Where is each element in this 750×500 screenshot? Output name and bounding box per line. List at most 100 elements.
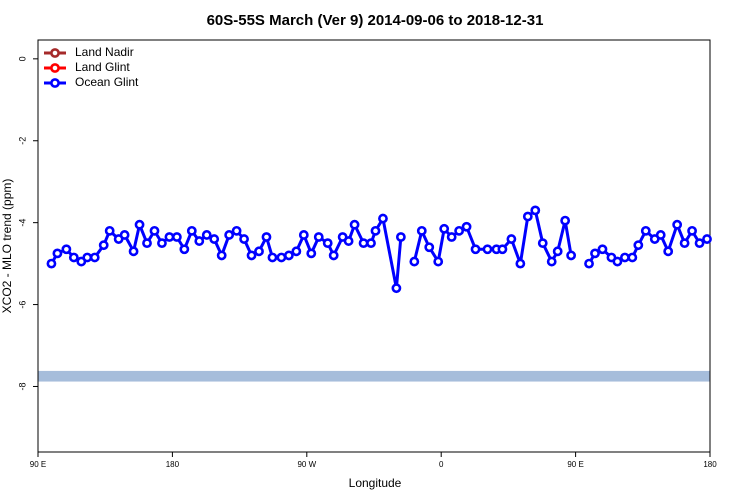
data-point bbox=[231, 225, 242, 236]
data-point bbox=[395, 232, 406, 242]
data-point bbox=[306, 248, 317, 259]
data-point bbox=[655, 230, 666, 240]
data-point bbox=[522, 211, 533, 222]
data-point bbox=[546, 256, 557, 267]
data-point bbox=[482, 244, 493, 255]
data-point bbox=[68, 252, 79, 263]
data-point bbox=[322, 238, 333, 249]
data-point bbox=[454, 225, 465, 236]
data-point bbox=[378, 213, 388, 224]
data-point bbox=[171, 232, 182, 242]
data-point bbox=[291, 246, 302, 257]
x-tick-label: 0 bbox=[439, 460, 444, 469]
data-point bbox=[349, 219, 360, 230]
y-axis-label: XCO2 - MLO trend (ppm) bbox=[0, 179, 14, 314]
data-point bbox=[254, 246, 264, 257]
data-point bbox=[663, 246, 674, 257]
x-tick-label: 90 W bbox=[297, 460, 316, 469]
data-point bbox=[157, 238, 167, 249]
data-point bbox=[640, 225, 651, 236]
data-point bbox=[416, 225, 427, 236]
data-point bbox=[267, 252, 278, 263]
data-point bbox=[201, 230, 212, 240]
y-tick-label: -2 bbox=[17, 137, 27, 145]
data-point bbox=[186, 225, 197, 236]
data-point bbox=[612, 256, 623, 267]
data-point bbox=[470, 244, 481, 255]
data-point bbox=[343, 236, 354, 246]
series-line bbox=[50, 217, 403, 290]
data-point bbox=[313, 232, 324, 242]
legend-label: Ocean Glint bbox=[75, 75, 139, 89]
data-point bbox=[694, 238, 705, 249]
data-point bbox=[358, 238, 369, 249]
data-point bbox=[52, 248, 63, 259]
data-point bbox=[619, 252, 630, 263]
data-point bbox=[633, 240, 644, 251]
data-point bbox=[298, 230, 309, 240]
data-point bbox=[134, 219, 145, 230]
legend-label: Land Nadir bbox=[75, 45, 134, 59]
data-point bbox=[560, 215, 571, 226]
data-point bbox=[142, 238, 152, 249]
legend-marker bbox=[50, 48, 60, 58]
data-point bbox=[446, 232, 457, 242]
data-point bbox=[119, 230, 130, 240]
data-point bbox=[283, 250, 294, 261]
data-point bbox=[679, 238, 690, 249]
data-point bbox=[687, 225, 697, 236]
data-point bbox=[246, 250, 257, 261]
legend-label: Land Glint bbox=[75, 60, 130, 74]
data-point bbox=[552, 246, 563, 257]
x-tick-label: 90 E bbox=[567, 460, 583, 469]
y-tick-label: 0 bbox=[17, 56, 27, 61]
chart-title: 60S-55S March (Ver 9) 2014-09-06 to 2018… bbox=[207, 12, 544, 29]
data-point bbox=[149, 225, 160, 236]
y-tick-label: -8 bbox=[17, 382, 27, 390]
data-point bbox=[590, 248, 600, 259]
data-point bbox=[537, 238, 548, 249]
plot-frame bbox=[37, 39, 711, 453]
data-point bbox=[216, 250, 227, 261]
data-point bbox=[128, 246, 139, 257]
data-point bbox=[366, 238, 376, 249]
data-point bbox=[497, 244, 508, 255]
x-axis-label: Longitude bbox=[349, 476, 402, 490]
data-point bbox=[391, 283, 402, 294]
data-point bbox=[209, 234, 220, 244]
data-point bbox=[104, 225, 115, 236]
data-point bbox=[439, 223, 450, 234]
data-point bbox=[194, 236, 205, 246]
data-point bbox=[98, 240, 109, 251]
data-point bbox=[89, 252, 100, 263]
data-point bbox=[702, 234, 712, 244]
data-point bbox=[82, 252, 93, 263]
data-point bbox=[46, 258, 57, 269]
data-point bbox=[370, 225, 381, 236]
data-point bbox=[433, 256, 444, 267]
data-point bbox=[530, 205, 541, 216]
data-point bbox=[224, 230, 235, 240]
x-tick-label: 180 bbox=[166, 460, 180, 469]
series-line bbox=[412, 208, 573, 266]
data-point bbox=[672, 219, 683, 230]
legend-marker bbox=[50, 63, 60, 73]
data-point bbox=[424, 242, 435, 253]
reference-band bbox=[38, 370, 710, 382]
data-point bbox=[597, 244, 608, 255]
x-tick-label: 90 E bbox=[30, 460, 46, 469]
data-point bbox=[276, 252, 287, 263]
data-point bbox=[461, 221, 472, 232]
data-point bbox=[164, 232, 175, 242]
data-point bbox=[584, 258, 594, 269]
y-tick-label: -6 bbox=[17, 301, 27, 309]
data-point bbox=[506, 234, 517, 244]
data-point bbox=[627, 252, 638, 263]
data-point bbox=[328, 250, 339, 261]
data-point bbox=[239, 234, 249, 244]
data-point bbox=[515, 258, 526, 269]
x-tick-label: 180 bbox=[703, 460, 717, 469]
y-tick-label: -4 bbox=[17, 219, 27, 227]
data-point bbox=[261, 232, 272, 242]
